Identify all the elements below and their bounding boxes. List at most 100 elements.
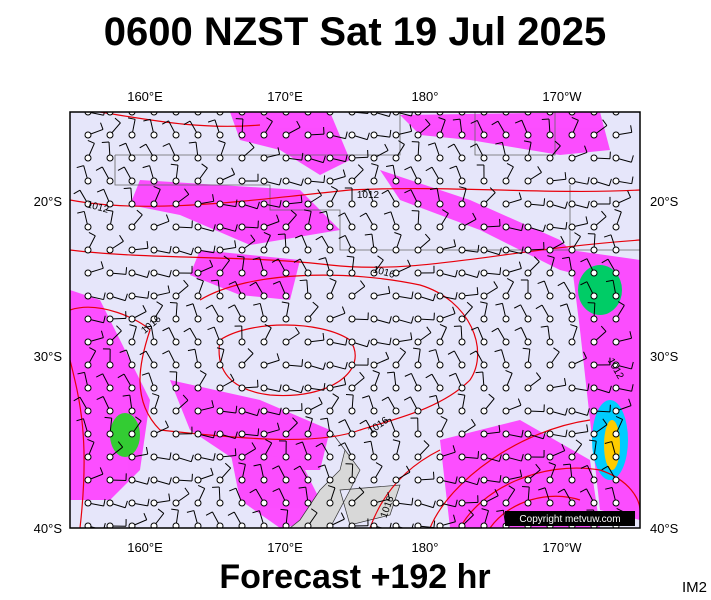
barb-shaft [514,98,520,101]
barb-station [612,154,620,162]
barb-shaft [229,487,237,492]
barb-station [128,315,136,323]
barb-station [568,177,576,185]
barb-station [84,361,92,369]
barb-station [216,200,224,208]
barb-station [480,131,488,139]
barb-shaft [207,326,215,331]
barb-shaft [231,167,236,175]
barb-shaft [162,350,170,355]
barb-shaft [537,166,542,173]
boundaries [114,112,640,251]
barb-station [392,200,400,208]
barb-shaft [579,488,587,493]
barb-station [128,499,136,507]
barb-station [128,453,136,461]
barb-shaft [587,383,590,391]
barb-station [304,246,312,254]
barb-station [546,453,554,461]
barb-shaft [146,240,149,249]
barb-shaft [389,522,392,528]
barb-shaft [360,280,366,287]
barb-shaft [605,486,613,490]
barb-station [282,200,290,208]
barb-shaft [119,234,124,242]
barb-shaft [87,439,95,443]
barb-station [458,246,466,254]
barb-station [326,269,334,277]
barb-shaft [383,418,391,423]
lat-label: 20°S [650,194,679,209]
barb-shaft [594,112,595,113]
barb-station [370,154,378,162]
barb-shaft [207,119,216,123]
barb-station [282,269,290,277]
barb-shaft [469,143,477,148]
barb-shaft [462,112,463,113]
barb-shaft [564,408,568,416]
barb-station [172,131,180,139]
barb-shaft [452,445,456,453]
barb-station [546,131,554,139]
barb-shaft [205,304,213,310]
barb-station [238,499,246,507]
barb-shaft [77,210,85,214]
barb-shaft [135,416,142,422]
barb-station [458,292,466,300]
barb-shaft [263,112,264,113]
lon-label: 180° [412,540,439,555]
barb-shaft [392,439,401,442]
barb-station [524,292,532,300]
barb-shaft [388,316,392,324]
barb-shaft [357,164,364,171]
barb-shaft [196,278,204,282]
barb-shaft [96,396,104,401]
barb-shaft [342,169,346,177]
barb-station [216,292,224,300]
barb-station [216,154,224,162]
barb-shaft [517,398,522,406]
barb-shaft [89,347,96,352]
barb-station [502,338,510,346]
barb-shaft [498,424,501,433]
barb-station [260,407,268,415]
barb-station [326,177,334,185]
barb-shaft [477,244,480,253]
barb-shaft [452,306,456,314]
barb-shaft [317,189,322,196]
barb-shaft [197,485,205,489]
barb-station [502,269,510,277]
barb-station [612,315,620,323]
barb-station [260,131,268,139]
barb-shaft [265,439,272,444]
barb-station [612,292,620,300]
barb-shaft [404,166,412,171]
barb-shaft [295,234,303,239]
barb-station [172,407,180,415]
barb-station [194,522,202,528]
barb-station [590,131,598,139]
barb-station [414,246,422,254]
barb-station [392,315,400,323]
barb-station [194,315,202,323]
barb-shaft [345,131,348,139]
barb-station [480,384,488,392]
barb-station [480,361,488,369]
barb-station [480,407,488,415]
barb-station [590,499,598,507]
barb-shaft [559,303,568,307]
barb-station [436,522,444,528]
barb-shaft [132,112,133,113]
barb-shaft [276,214,280,222]
barb-shaft [494,349,502,353]
barb-station [590,430,598,438]
barb-shaft [301,152,304,161]
barb-shaft [520,453,524,462]
barb-station [392,361,400,369]
barb-shaft [484,112,485,113]
barb-station [546,499,554,507]
barb-shaft [190,247,194,255]
barb-station [546,338,554,346]
barb-station [128,131,136,139]
barb-shaft [471,326,479,331]
